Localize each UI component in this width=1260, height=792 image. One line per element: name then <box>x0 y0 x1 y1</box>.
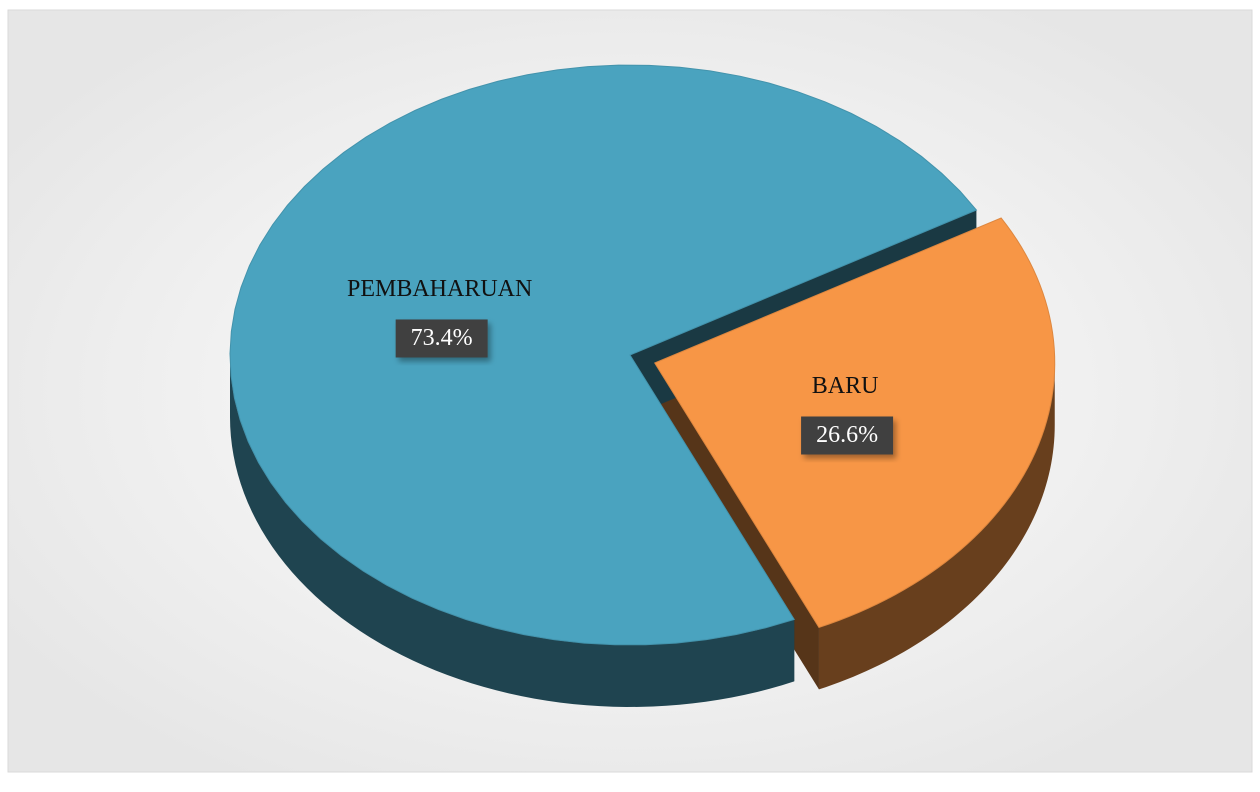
slice-side <box>230 355 795 707</box>
slice <box>229 64 978 646</box>
slice-label: BARU <box>812 373 879 399</box>
pie: BARU 26.6% PEMBAHARUAN 73.4% <box>229 64 1056 707</box>
slice-side <box>818 362 1055 690</box>
value-label-box <box>395 319 488 358</box>
slice-label: PEMBAHARUAN <box>347 276 532 302</box>
value-label-box <box>801 416 894 455</box>
value-label: 26.6% <box>816 422 878 448</box>
value-label: 73.4% <box>411 325 473 351</box>
